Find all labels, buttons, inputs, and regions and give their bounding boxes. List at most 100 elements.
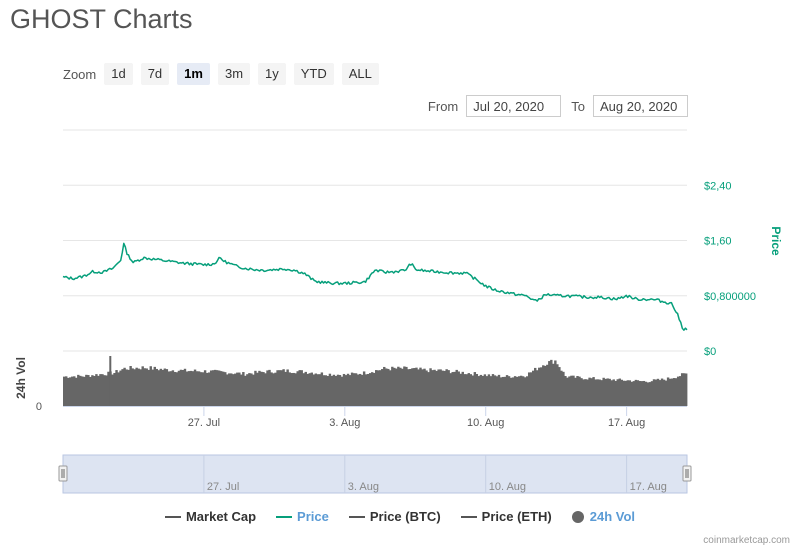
- volume-bar: [417, 369, 420, 406]
- volume-bar: [519, 375, 523, 406]
- credits-link[interactable]: coinmarketcap.com: [703, 535, 790, 546]
- volume-bar: [433, 369, 436, 406]
- legend-dot-icon: [571, 510, 584, 523]
- volume-bar: [431, 370, 434, 406]
- to-date-input[interactable]: [593, 95, 688, 117]
- volume-bar: [596, 379, 599, 406]
- volume-bar: [544, 365, 547, 406]
- volume-bar: [455, 369, 458, 406]
- volume-bar: [115, 370, 118, 406]
- volume-bar: [195, 371, 199, 406]
- volume-bar: [294, 373, 297, 406]
- volume-bar: [620, 379, 623, 406]
- volume-bar: [314, 373, 318, 406]
- volume-bar: [387, 368, 390, 406]
- legend-item-price-eth[interactable]: Price (ETH): [460, 509, 552, 524]
- volume-bar: [145, 368, 148, 406]
- volume-bar: [177, 370, 181, 406]
- zoom-3m-button[interactable]: 3m: [217, 63, 251, 85]
- zoom-1d-button[interactable]: 1d: [104, 63, 133, 85]
- volume-bar: [234, 373, 237, 406]
- volume-bar: [366, 373, 370, 406]
- volume-bar: [232, 374, 235, 406]
- volume-bar: [584, 379, 587, 406]
- volume-bar: [161, 369, 165, 406]
- volume-bar: [644, 381, 648, 406]
- volume-bar: [213, 369, 217, 406]
- volume-bar: [328, 373, 332, 406]
- volume-bar: [399, 367, 402, 406]
- volume-bar: [515, 376, 519, 406]
- volume-bar: [600, 380, 603, 406]
- volume-bar: [487, 374, 491, 406]
- volume-bar: [179, 369, 183, 406]
- legend-line-icon: [164, 515, 181, 518]
- volume-bar: [521, 376, 525, 406]
- volume-bar: [93, 375, 96, 406]
- from-date-input[interactable]: [466, 95, 562, 117]
- volume-bar: [197, 371, 201, 406]
- volume-bar: [566, 377, 569, 406]
- volume-bar: [87, 375, 90, 406]
- volume-bar: [236, 372, 239, 406]
- volume-bar: [626, 380, 630, 406]
- volume-bar: [491, 374, 495, 406]
- volume-bar: [616, 379, 619, 406]
- legend-item-price[interactable]: Price: [276, 509, 329, 524]
- volume-bar: [209, 370, 213, 406]
- zoom-all-button[interactable]: ALL: [341, 63, 379, 85]
- volume-bar: [354, 373, 358, 406]
- volume-bar: [503, 376, 507, 406]
- volume-bar: [137, 368, 140, 406]
- navigator-right-handle[interactable]: [682, 465, 692, 482]
- volume-bar: [632, 381, 636, 406]
- volume-bar: [306, 373, 309, 406]
- volume-bar: [169, 371, 173, 406]
- volume-bar: [552, 363, 555, 406]
- volume-bar: [147, 369, 150, 406]
- volume-bar: [598, 379, 601, 406]
- navigator-tick-label: 3. Aug: [348, 481, 379, 493]
- zoom-label: Zoom: [63, 66, 97, 82]
- volume-bar: [606, 378, 609, 406]
- volume-bar: [391, 366, 394, 406]
- volume-bar: [525, 376, 529, 406]
- legend-item-24h-vol[interactable]: 24h Vol: [571, 509, 636, 524]
- volume-bar: [310, 372, 313, 406]
- volume-bar: [163, 368, 167, 406]
- volume-bar: [258, 370, 261, 406]
- legend-label-24h-vol: 24h Vol: [589, 509, 636, 524]
- volume-bar: [475, 374, 479, 406]
- volume-bar: [379, 370, 382, 406]
- zoom-1m-button[interactable]: 1m: [177, 63, 210, 85]
- navigator-left-handle[interactable]: [58, 465, 68, 482]
- volume-bar: [133, 369, 136, 406]
- volume-bar: [346, 373, 350, 406]
- volume-bar: [574, 377, 577, 406]
- volume-bar: [326, 376, 330, 406]
- volume-bar: [185, 371, 189, 406]
- volume-bar: [608, 378, 611, 406]
- legend-label-price-btc: Price (BTC): [369, 509, 441, 524]
- volume-bar: [652, 379, 656, 406]
- volume-bar: [81, 376, 84, 406]
- legend-item-market-cap[interactable]: Market Cap: [164, 509, 256, 524]
- volume-bar: [443, 370, 446, 406]
- volume-bar: [401, 368, 404, 406]
- zoom-7d-button[interactable]: 7d: [140, 63, 170, 85]
- volume-bar: [572, 375, 575, 406]
- price-line: [62, 242, 688, 331]
- zoom-ytd-button[interactable]: YTD: [293, 63, 334, 85]
- volume-bar: [461, 371, 464, 406]
- legend-item-price-btc[interactable]: Price (BTC): [348, 509, 441, 524]
- volume-bar: [348, 375, 352, 406]
- zoom-1y-button[interactable]: 1y: [258, 63, 286, 85]
- volume-bar: [393, 367, 396, 406]
- volume-bar: [242, 372, 245, 406]
- volume-bar: [276, 370, 279, 406]
- volume-bar: [415, 367, 418, 406]
- volume-bar: [375, 370, 378, 406]
- volume-bar: [300, 370, 303, 406]
- volume-bar: [463, 374, 466, 406]
- volume-bar: [79, 375, 82, 406]
